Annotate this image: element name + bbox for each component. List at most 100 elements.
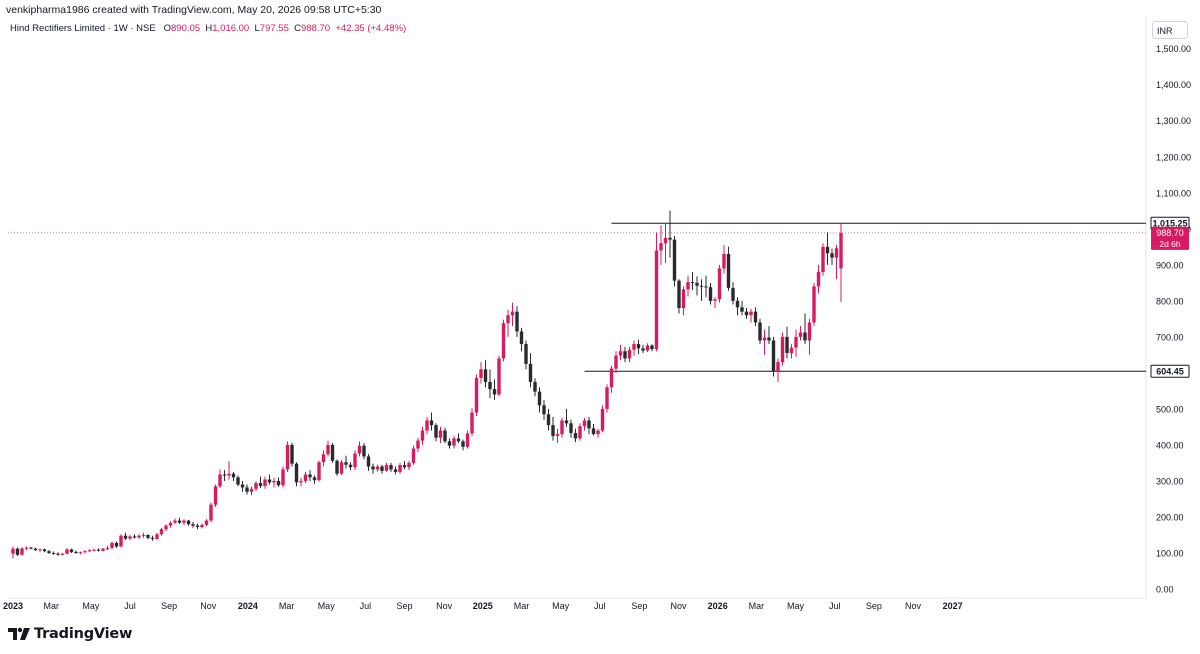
candle-body: [294, 463, 299, 483]
candle: [591, 424, 596, 436]
candle-body: [542, 405, 546, 415]
candle-body: [609, 368, 614, 388]
y-tick-label: 800.00: [1156, 296, 1184, 306]
candle-body: [218, 474, 222, 487]
candle-body: [740, 307, 744, 312]
candle: [812, 282, 816, 327]
candle: [834, 245, 839, 280]
candle: [506, 309, 510, 337]
candle: [164, 524, 168, 532]
x-tick-label: Nov: [671, 601, 688, 611]
candle: [186, 519, 191, 526]
candle-body: [578, 426, 582, 439]
candle-body: [15, 548, 20, 555]
candle-body: [375, 466, 380, 470]
y-tick-label: 700.00: [1156, 332, 1184, 342]
price-axis[interactable]: 0.00100.00200.00300.00400.00500.00600.00…: [1156, 44, 1191, 594]
symbol-name[interactable]: Hind Rectifiers Limited · 1W · NSE: [10, 23, 156, 34]
candle: [348, 462, 353, 471]
candle-body: [654, 250, 659, 350]
candle-body: [704, 286, 708, 288]
candle-body: [182, 520, 186, 523]
candle: [299, 478, 303, 487]
candle: [632, 340, 636, 356]
candle-body: [263, 479, 267, 486]
candle: [713, 297, 717, 309]
candle: [218, 469, 222, 489]
candle-body: [776, 362, 780, 372]
candle: [29, 546, 33, 550]
candle: [290, 442, 294, 467]
candle-body: [231, 473, 236, 478]
candle-body: [587, 420, 591, 429]
candle-body: [794, 336, 798, 348]
candle: [654, 232, 659, 352]
y-tick-label: 1,400.00: [1156, 80, 1191, 90]
candle: [191, 522, 195, 528]
candle: [416, 437, 420, 453]
candle-body: [515, 311, 519, 332]
candle-body: [285, 444, 290, 470]
candle-body: [240, 484, 245, 488]
candle-body: [798, 332, 803, 337]
low-label: L: [254, 23, 260, 34]
candle: [254, 480, 258, 492]
y-tick-label: 900.00: [1156, 260, 1184, 270]
currency-selector[interactable]: INR: [1152, 21, 1188, 39]
candle-body: [272, 480, 276, 483]
open-label: O: [163, 23, 172, 34]
candle: [605, 384, 609, 413]
tradingview-brand[interactable]: TradingView: [8, 626, 132, 642]
candle: [285, 441, 290, 472]
candle-body: [290, 444, 294, 464]
x-tick-label: Mar: [279, 601, 295, 611]
horizontal-lines[interactable]: [8, 222, 1146, 372]
candle-body: [42, 549, 47, 552]
candle: [668, 210, 672, 258]
candle: [47, 550, 51, 555]
candle: [258, 476, 263, 489]
close-value: 988.70: [301, 23, 331, 34]
candle-body: [506, 315, 510, 324]
candle: [816, 264, 821, 294]
candle-body: [447, 441, 452, 446]
candle: [609, 365, 614, 393]
candle-body: [236, 477, 240, 485]
x-tick-label: Sep: [161, 601, 177, 611]
symbol-legend: Hind Rectifiers Limited · 1W · NSE O890.…: [10, 23, 406, 34]
candle-body: [699, 285, 704, 287]
x-tick-label: May: [82, 601, 100, 611]
candle-body: [33, 548, 38, 551]
candle-body: [726, 254, 731, 288]
candle: [825, 232, 830, 265]
candle-body: [357, 445, 362, 454]
candle: [245, 484, 249, 495]
candle: [830, 248, 834, 265]
candle-body: [744, 311, 749, 316]
candle-body: [119, 535, 123, 547]
candle: [366, 453, 371, 471]
candle-body: [758, 322, 762, 341]
candle-body: [560, 420, 564, 435]
candle: [11, 546, 15, 559]
candle-body: [596, 430, 600, 435]
y-tick-label: 1,200.00: [1156, 152, 1191, 162]
time-axis[interactable]: 2023 Mar May Jul Sep Nov 2024 Mar May Jul Sep Nov 20…: [3, 601, 963, 611]
candle-body: [393, 469, 398, 472]
candle: [479, 362, 483, 384]
candle-body: [681, 289, 686, 309]
candle: [663, 223, 668, 264]
candle-body: [591, 428, 596, 435]
x-tick-label: Jul: [360, 601, 372, 611]
candle-body: [717, 268, 722, 300]
candle-body: [60, 553, 65, 555]
candle-body: [479, 369, 483, 378]
candle: [587, 416, 591, 435]
x-tick-label: Nov: [905, 601, 922, 611]
candle: [537, 387, 542, 413]
last-price-tag: [1151, 226, 1189, 250]
candle-body: [366, 456, 371, 467]
x-tick-label: Nov: [436, 601, 453, 611]
y-tick-label: 400.00: [1156, 440, 1184, 450]
